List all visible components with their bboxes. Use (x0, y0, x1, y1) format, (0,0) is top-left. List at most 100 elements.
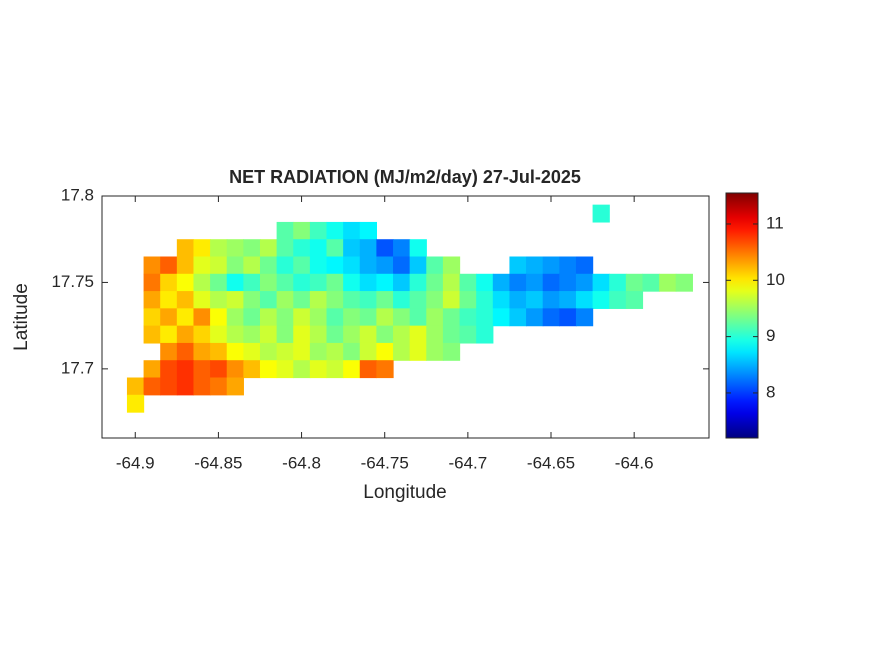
cell (542, 273, 560, 292)
cell (309, 360, 328, 379)
cell (309, 239, 328, 258)
cell (376, 360, 394, 379)
cell (459, 273, 477, 292)
cell (210, 377, 228, 396)
x-tick-label: -64.6 (615, 453, 654, 472)
cell (176, 291, 195, 309)
cell (609, 273, 627, 292)
cell (293, 256, 311, 275)
cell (293, 239, 311, 258)
cell (542, 308, 560, 327)
cell (243, 239, 261, 258)
cell (276, 221, 294, 240)
cell (293, 308, 311, 327)
heatmap-cells (126, 204, 693, 413)
cell (376, 256, 394, 275)
cell (259, 325, 278, 344)
cell (160, 291, 178, 309)
cell (226, 377, 244, 396)
cell (509, 273, 527, 292)
cell (359, 360, 377, 379)
cell (575, 273, 594, 292)
cell (526, 291, 544, 309)
cell (210, 360, 228, 379)
cell (393, 308, 411, 327)
cell (393, 239, 411, 258)
cell (376, 273, 394, 292)
cell (176, 377, 195, 396)
cell (226, 308, 244, 327)
cell (393, 273, 411, 292)
cell (276, 308, 294, 327)
cell (509, 256, 527, 275)
cell (210, 239, 228, 258)
cell (426, 273, 444, 292)
cell (343, 342, 361, 361)
cell (226, 342, 244, 361)
cell (326, 342, 344, 361)
x-tick-label: -64.7 (448, 453, 487, 472)
cell (176, 342, 195, 361)
x-tick-label: -64.65 (527, 453, 575, 472)
cell (193, 342, 211, 361)
cell (276, 291, 294, 309)
cell (442, 273, 461, 292)
cell (293, 273, 311, 292)
cell (559, 256, 577, 275)
cell (326, 360, 344, 379)
cell (176, 273, 195, 292)
cell (476, 273, 494, 292)
cell (259, 342, 278, 361)
cell (442, 256, 461, 275)
y-tick-label: 17.8 (61, 185, 94, 204)
cell (559, 273, 577, 292)
cell (276, 360, 294, 379)
cell (575, 308, 594, 327)
cell (359, 256, 377, 275)
cell (359, 342, 377, 361)
cell (326, 291, 344, 309)
axes-box (101, 195, 710, 439)
cell (276, 256, 294, 275)
cell (343, 325, 361, 344)
cell (210, 308, 228, 327)
cell (393, 256, 411, 275)
cell (359, 291, 377, 309)
cell (492, 291, 511, 309)
cell (376, 325, 394, 344)
cell (210, 291, 228, 309)
cell (143, 273, 161, 292)
cell (226, 360, 244, 379)
cell (259, 256, 278, 275)
cell (393, 291, 411, 309)
cell (293, 325, 311, 344)
cell (326, 308, 344, 327)
cell (243, 325, 261, 344)
cell (509, 308, 527, 327)
x-tick-label: -64.85 (194, 453, 242, 472)
cell (259, 360, 278, 379)
colorbar-tick-label: 9 (766, 326, 775, 345)
cell (160, 377, 178, 396)
cell (193, 291, 211, 309)
cell (259, 273, 278, 292)
cell (376, 291, 394, 309)
cell (193, 377, 211, 396)
cell (276, 342, 294, 361)
cell (243, 256, 261, 275)
cell (243, 360, 261, 379)
cell (193, 325, 211, 344)
cell (276, 273, 294, 292)
cell (193, 256, 211, 275)
cell (426, 256, 444, 275)
cell (542, 291, 560, 309)
cell (176, 325, 195, 344)
colorbar-tick-label: 10 (766, 270, 785, 289)
cell (326, 256, 344, 275)
cell (176, 360, 195, 379)
cell (243, 273, 261, 292)
cell (459, 308, 477, 327)
cell (193, 360, 211, 379)
cell (160, 273, 178, 292)
